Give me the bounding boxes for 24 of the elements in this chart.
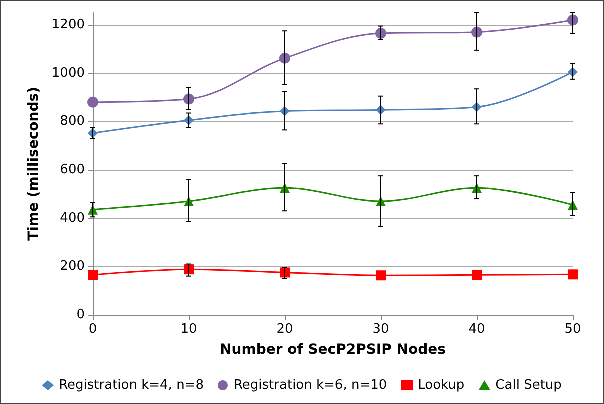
point bbox=[472, 270, 482, 280]
x-tick-label: 10 bbox=[180, 322, 198, 337]
x-tick-label: 0 bbox=[88, 322, 98, 337]
y-tick-label: 1000 bbox=[52, 66, 85, 81]
legend-label: Registration k=4, n=8 bbox=[59, 378, 204, 393]
point bbox=[568, 270, 578, 280]
x-axis-title: Number of SecP2PSIP Nodes bbox=[220, 342, 446, 358]
legend-label: Registration k=6, n=10 bbox=[234, 378, 388, 393]
point bbox=[88, 96, 98, 108]
y-tick-label: 400 bbox=[60, 210, 85, 226]
y-tick-label: 1200 bbox=[52, 18, 85, 33]
y-tick-label: 600 bbox=[60, 162, 85, 178]
y-tick-label: 200 bbox=[60, 259, 85, 274]
point bbox=[88, 270, 98, 280]
y-tick-label: 0 bbox=[76, 308, 85, 322]
legend-label: Call Setup bbox=[496, 378, 562, 393]
x-tick-label: 30 bbox=[372, 322, 390, 337]
x-tick-label: 40 bbox=[468, 322, 486, 337]
y-axis-title: Time (milliseconds) bbox=[26, 87, 42, 241]
legend-label: Lookup bbox=[418, 378, 465, 393]
x-tick-label: 50 bbox=[564, 322, 582, 337]
y-tick-label: 800 bbox=[60, 114, 85, 130]
point bbox=[376, 270, 386, 281]
x-tick-label: 20 bbox=[276, 322, 294, 337]
